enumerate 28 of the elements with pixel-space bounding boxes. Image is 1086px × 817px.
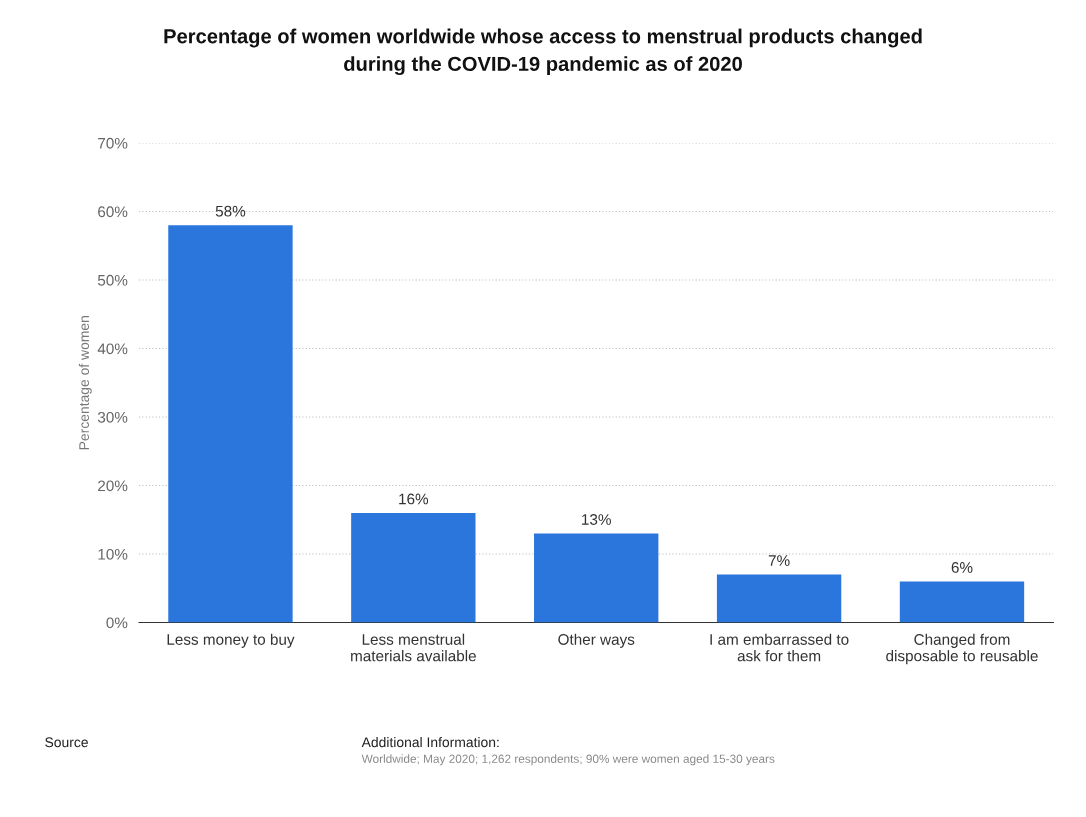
text: Additional Information: [361, 737, 499, 748]
text: Source [45, 737, 88, 748]
bar [534, 533, 659, 623]
data-label: 58% [215, 205, 246, 217]
bar [716, 574, 842, 623]
y-tick-label: 10% [98, 548, 128, 560]
y-tick-label: 50% [97, 274, 128, 286]
bar [168, 225, 293, 623]
bar [899, 581, 1025, 623]
y-tick-label: 70% [98, 137, 128, 149]
text: Worldwide; May 2020; 1,262 respondents; 90% were women aged 15-30 years [361, 754, 775, 766]
x-tick-label: Less menstrual materials available [351, 633, 476, 662]
y-tick-label: 30% [97, 411, 128, 423]
x-tick-label: I am embarrassed to ask for them [710, 633, 849, 662]
y-tick-label: 0% [106, 617, 128, 629]
data-label: 13% [582, 514, 611, 525]
data-label: 6% [951, 562, 973, 573]
y-tick-label: 20% [98, 480, 128, 492]
y-tick-label: 60% [98, 206, 128, 218]
data-label: 16% [399, 493, 429, 505]
bar [351, 512, 476, 623]
chart-title: Percentage of women worldwide whose access to menstrual products changed during the COVID-19 pandemic as of 2020 [164, 28, 922, 76]
data-label: 7% [768, 555, 790, 566]
y-tick-label: 40% [97, 343, 128, 355]
y-axis-title: Percentage of women [78, 316, 92, 450]
x-tick-label: Changed from disposable to reusable [886, 633, 1038, 665]
x-tick-label: Less money to buy [167, 633, 295, 648]
x-tick-label: Other ways [558, 633, 635, 648]
